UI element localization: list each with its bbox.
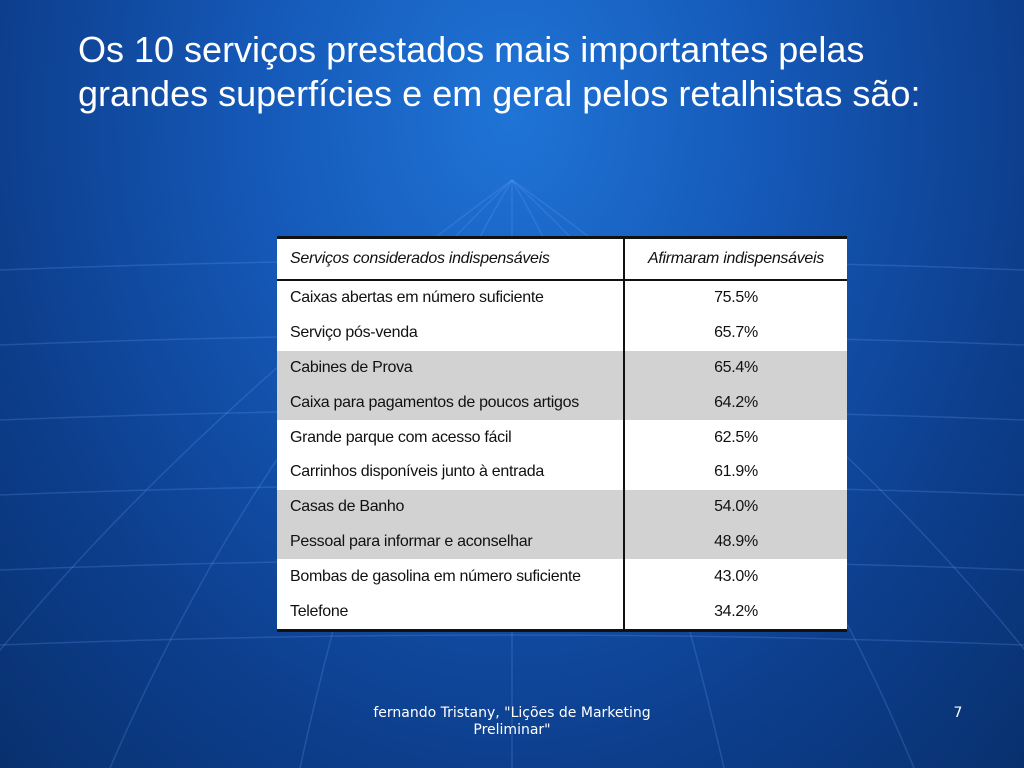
percentage-cell: 61.9% xyxy=(714,463,758,481)
percentage-cell: 43.0% xyxy=(714,567,758,585)
table-row: Telefone 34.2% xyxy=(277,594,847,631)
footer-line-1: fernando Tristany, "Lições de Marketing xyxy=(373,705,651,721)
service-cell: Grande parque com acesso fácil xyxy=(277,420,625,455)
table-row: Pessoal para informar e aconselhar 48.9% xyxy=(277,524,847,560)
footer-line-2: Preliminar" xyxy=(473,722,551,738)
table-row: Casas de Banho 54.0% xyxy=(277,489,847,525)
table-body: Caixas abertas em número suficiente 75.5%… xyxy=(277,280,847,631)
service-cell: Carrinhos disponíveis junto à entrada xyxy=(277,454,625,490)
percentage-cell: 65.7% xyxy=(714,324,758,342)
service-cell: Caixa para pagamentos de poucos artigos xyxy=(277,385,625,421)
percentage-cell: 75.5% xyxy=(714,289,758,307)
table-row: Cabines de Prova 65.4% xyxy=(277,350,847,386)
service-cell: Casas de Banho xyxy=(277,489,625,525)
percentage-cell: 48.9% xyxy=(714,532,758,550)
header-percentage: Afirmaram indispensáveis xyxy=(624,237,847,281)
header-services: Serviços considerados indispensáveis xyxy=(277,237,625,281)
service-cell: Telefone xyxy=(277,594,625,631)
table-row: Grande parque com acesso fácil 62.5% xyxy=(277,420,847,455)
slide-title: Os 10 serviços prestados mais importante… xyxy=(78,29,921,114)
table-row: Caixas abertas em número suficiente 75.5% xyxy=(277,280,847,316)
service-cell: Serviço pós-venda xyxy=(277,315,625,351)
percentage-cell: 64.2% xyxy=(714,393,758,411)
table-row: Serviço pós-venda 65.7% xyxy=(277,315,847,351)
footer-citation: fernando Tristany, "Lições de Marketing … xyxy=(352,705,672,739)
percentage-cell: 62.5% xyxy=(714,428,758,446)
percentage-cell: 54.0% xyxy=(714,498,758,516)
table-row: Bombas de gasolina em número suficiente 4… xyxy=(277,559,847,595)
table-row: Carrinhos disponíveis junto à entrada 61.… xyxy=(277,454,847,490)
table-row: Caixa para pagamentos de poucos artigos 6… xyxy=(277,385,847,421)
percentage-cell: 34.2% xyxy=(714,602,758,620)
table-header-row: Serviços considerados indispensáveis Afi… xyxy=(277,237,847,281)
services-table: Serviços considerados indispensáveis Afi… xyxy=(277,236,847,632)
page-number: 7 xyxy=(953,705,963,721)
service-cell: Cabines de Prova xyxy=(277,350,625,386)
services-table-container: Serviços considerados indispensáveis Afi… xyxy=(277,236,847,632)
service-cell: Bombas de gasolina em número suficiente xyxy=(277,559,625,595)
percentage-cell: 65.4% xyxy=(714,358,758,376)
service-cell: Pessoal para informar e aconselhar xyxy=(277,524,625,560)
service-cell: Caixas abertas em número suficiente xyxy=(277,280,625,316)
